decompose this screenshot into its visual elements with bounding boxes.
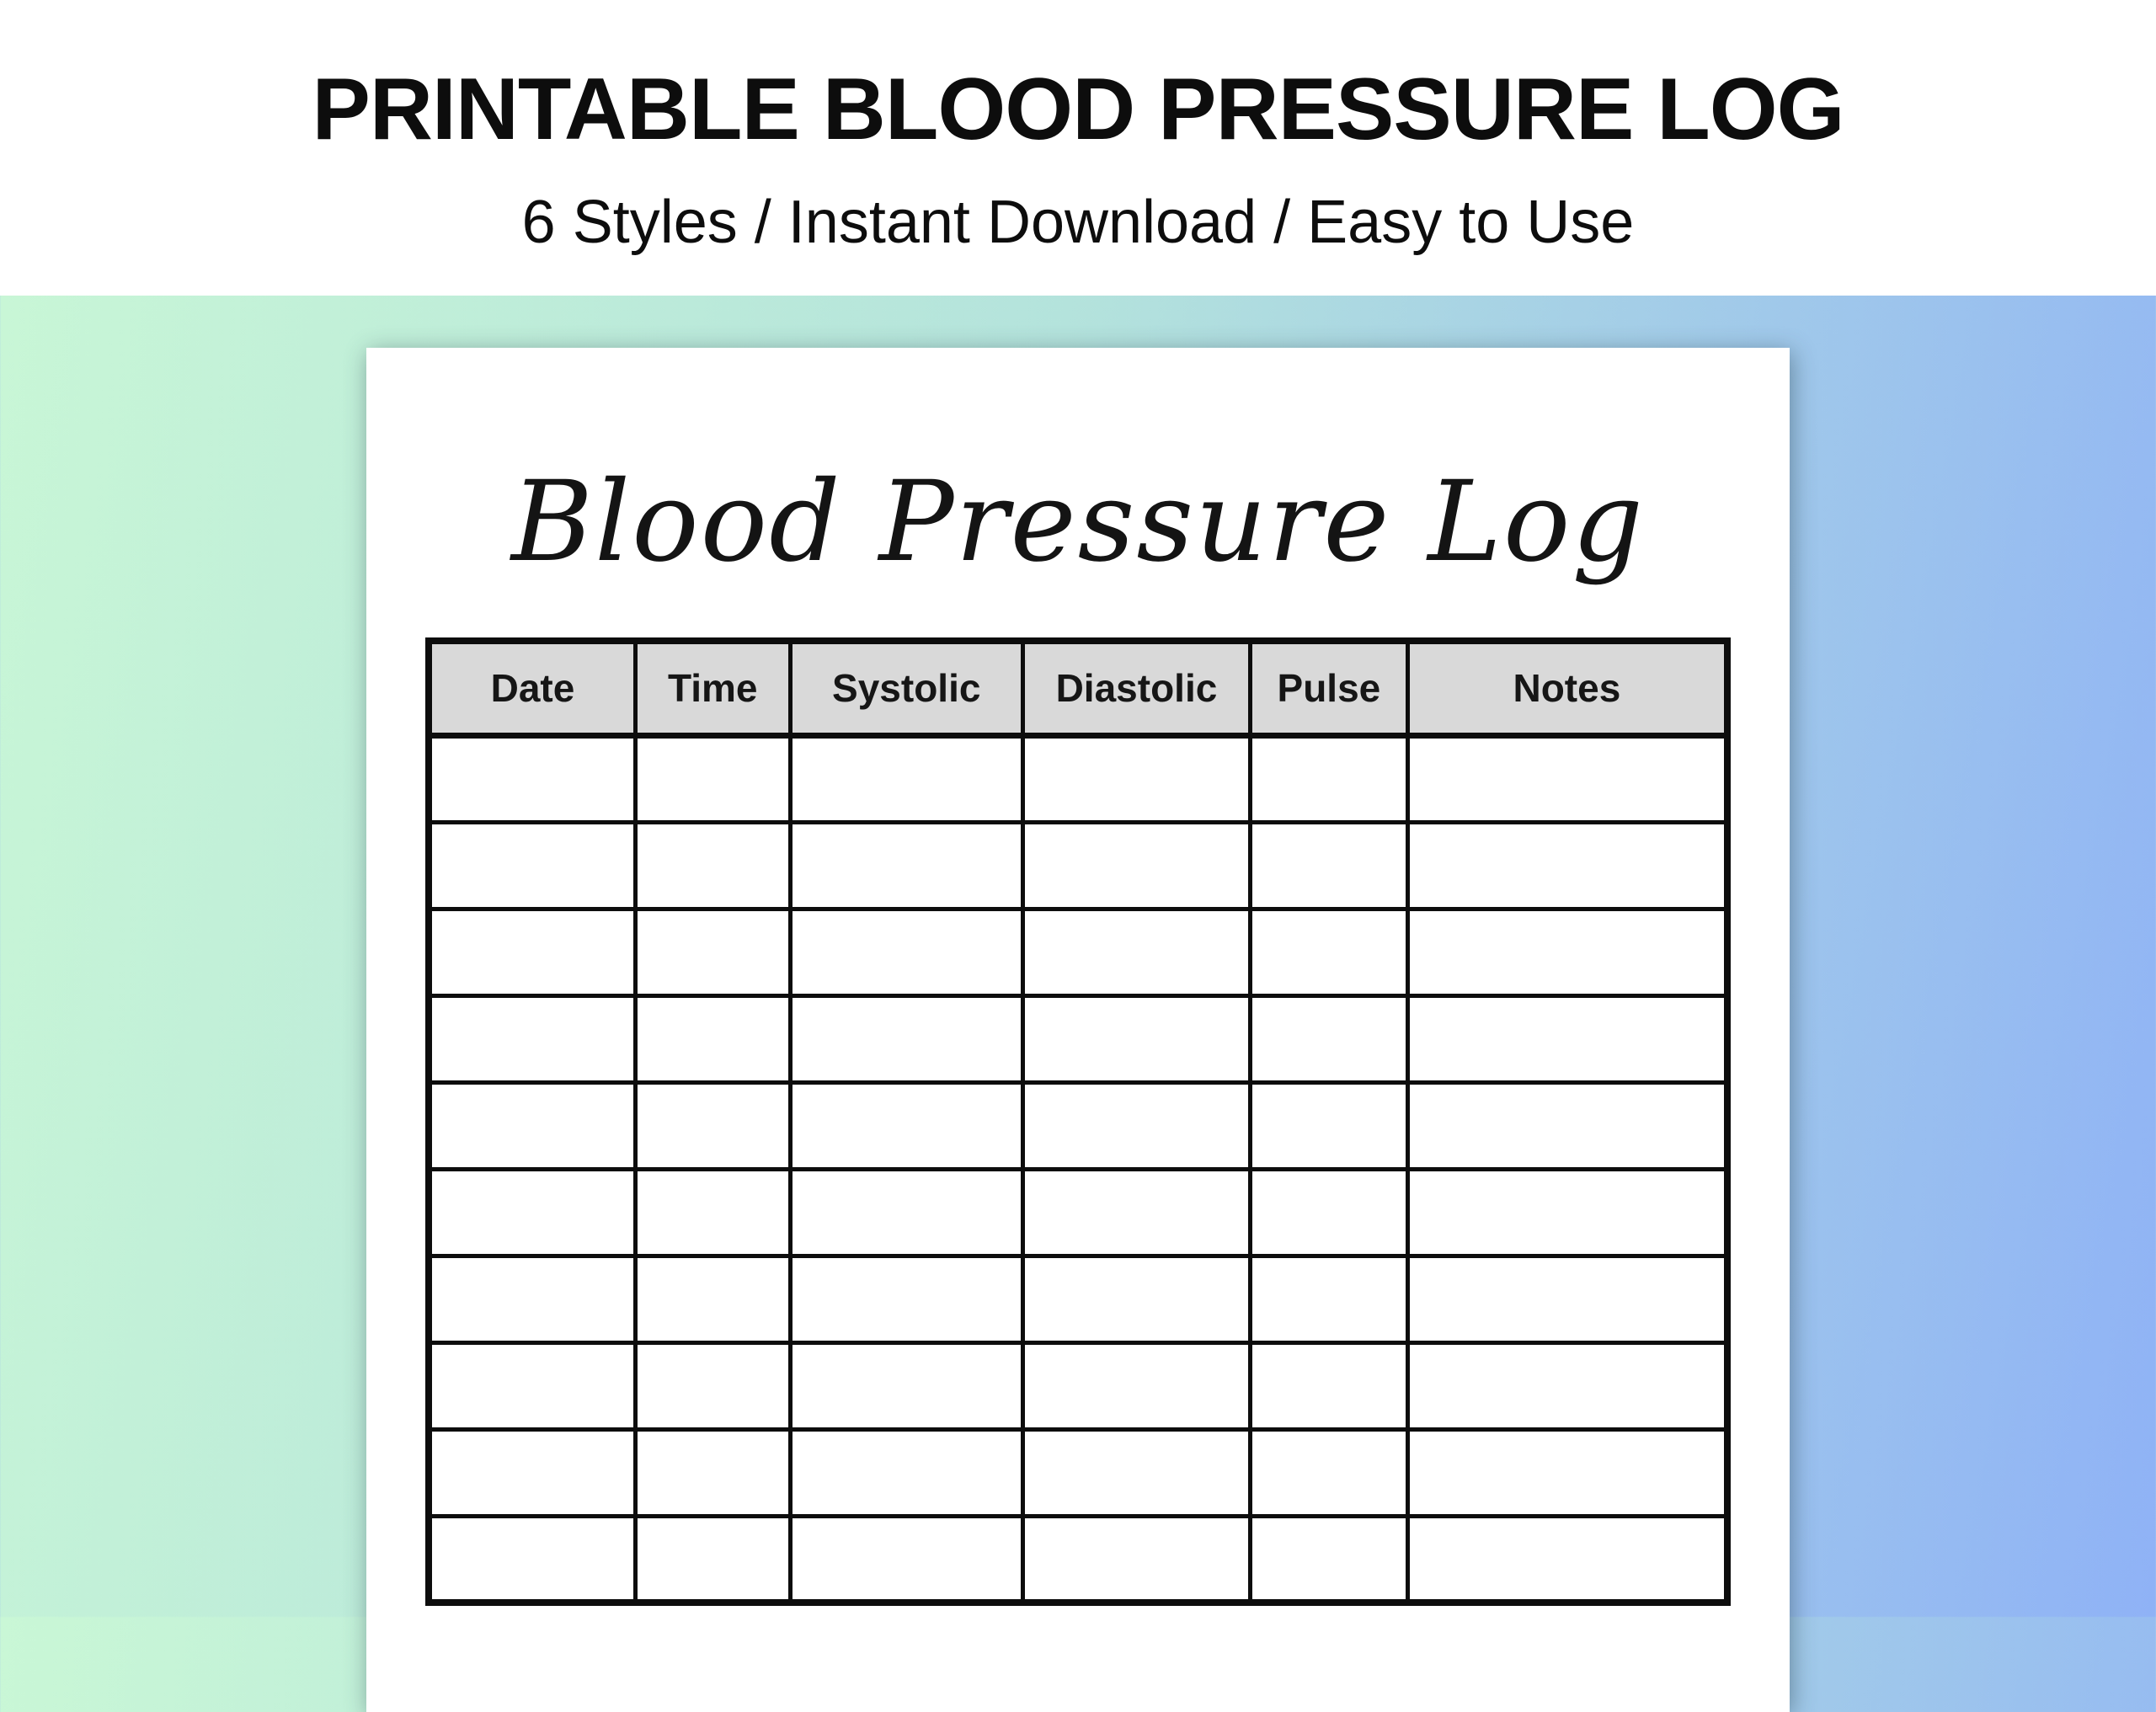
table-header-row: Date Time Systolic Diastolic Pulse Notes	[426, 638, 1730, 739]
table-cell	[632, 1080, 792, 1171]
table-cell	[787, 1513, 1025, 1605]
document-title: Blood Pressure Log	[511, 457, 1645, 587]
table-cell	[1248, 993, 1410, 1085]
table-cell	[1248, 819, 1410, 911]
table-cell	[426, 1166, 638, 1258]
table-cell	[1248, 733, 1410, 824]
table-row	[426, 1513, 1730, 1605]
table-cell	[1020, 733, 1253, 824]
table-cell	[787, 1080, 1025, 1171]
table-cell	[1248, 1427, 1410, 1518]
table-cell	[426, 1253, 638, 1345]
table-row	[426, 993, 1730, 1085]
table-row	[426, 1080, 1730, 1171]
table-cell	[1248, 906, 1410, 998]
table-cell	[1248, 1080, 1410, 1171]
table-cell	[787, 819, 1025, 911]
table-cell	[1405, 1253, 1730, 1345]
table-cell	[1248, 1166, 1410, 1258]
header-cell-time: Time	[632, 638, 792, 739]
table-cell	[1248, 1340, 1410, 1432]
table-cell	[1020, 1080, 1253, 1171]
table-cell	[787, 906, 1025, 998]
header-cell-notes: Notes	[1405, 638, 1730, 739]
table-cell	[632, 1427, 792, 1518]
table-cell	[426, 993, 638, 1085]
table-cell	[426, 1080, 638, 1171]
table-cell	[1020, 993, 1253, 1085]
table-cell	[1405, 1427, 1730, 1518]
table-cell	[787, 1340, 1025, 1432]
table-cell	[426, 1340, 638, 1432]
table-cell	[1405, 993, 1730, 1085]
header-cell-date: Date	[426, 638, 638, 739]
table-cell	[1248, 1513, 1410, 1605]
table-row	[426, 1340, 1730, 1432]
table-row	[426, 1427, 1730, 1518]
table-row	[426, 819, 1730, 911]
table-row	[426, 906, 1730, 998]
table-cell	[787, 1253, 1025, 1345]
blood-pressure-table: Date Time Systolic Diastolic Pulse Notes	[425, 637, 1731, 1606]
table-cell	[1405, 1513, 1730, 1605]
table-cell	[1248, 1253, 1410, 1345]
table-cell	[632, 1340, 792, 1432]
table-cell	[426, 906, 638, 998]
paper-sheet: Blood Pressure Log Date Time Systolic Diast…	[366, 348, 1790, 1712]
banner: PRINTABLE BLOOD PRESSURE LOG 6 Styles / …	[0, 0, 2156, 296]
table-cell	[1020, 1340, 1253, 1432]
table-cell	[1020, 819, 1253, 911]
table-cell	[632, 1513, 792, 1605]
table-cell	[1405, 1340, 1730, 1432]
table-cell	[632, 993, 792, 1085]
table-row	[426, 733, 1730, 824]
table-cell	[1405, 906, 1730, 998]
table-cell	[426, 819, 638, 911]
table-cell	[1020, 1427, 1253, 1518]
table-row	[426, 1166, 1730, 1258]
table-cell	[1020, 906, 1253, 998]
table-cell	[787, 1427, 1025, 1518]
table-cell	[632, 1253, 792, 1345]
table-cell	[632, 733, 792, 824]
header-cell-systolic: Systolic	[787, 638, 1025, 739]
table-cell	[1020, 1253, 1253, 1345]
table-cell	[426, 733, 638, 824]
table-cell	[1405, 1080, 1730, 1171]
table-cell	[632, 1166, 792, 1258]
table-cell	[1020, 1513, 1253, 1605]
table-cell	[787, 733, 1025, 824]
page-subtitle: 6 Styles / Instant Download / Easy to Us…	[521, 189, 1635, 256]
header-cell-diastolic: Diastolic	[1020, 638, 1253, 739]
table-cell	[1405, 1166, 1730, 1258]
table-cell	[1405, 733, 1730, 824]
header-cell-pulse: Pulse	[1248, 638, 1410, 739]
table-cell	[632, 819, 792, 911]
table-cell	[1020, 1166, 1253, 1258]
table-cell	[426, 1427, 638, 1518]
table-row	[426, 1253, 1730, 1345]
table-cell	[787, 993, 1025, 1085]
table-cell	[426, 1513, 638, 1605]
table-cell	[1405, 819, 1730, 911]
table-cell	[787, 1166, 1025, 1258]
page-title: PRINTABLE BLOOD PRESSURE LOG	[312, 61, 1844, 158]
table-cell	[632, 906, 792, 998]
gradient-background: Blood Pressure Log Date Time Systolic Diast…	[0, 296, 2156, 1712]
